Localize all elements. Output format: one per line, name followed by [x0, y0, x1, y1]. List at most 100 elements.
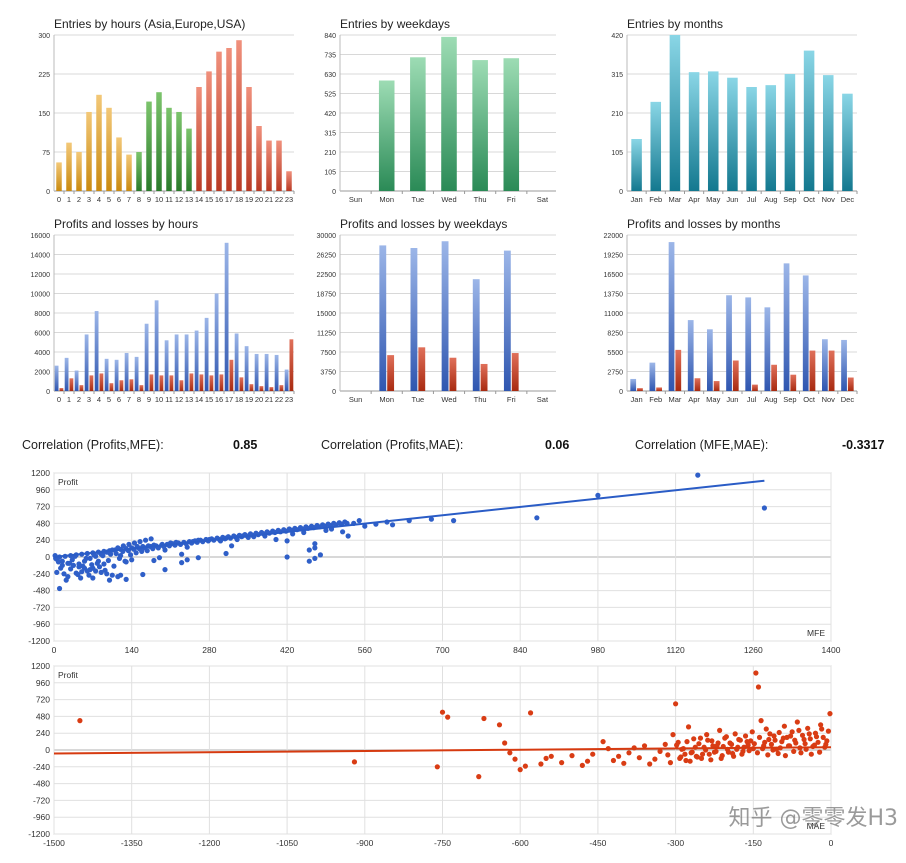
scatter-point — [362, 523, 368, 529]
x-tick-label: 7 — [127, 395, 131, 404]
scatter-point — [762, 739, 768, 745]
bar — [727, 77, 738, 191]
x-tick-label: Mon — [379, 195, 394, 204]
x-tick-label: 14 — [195, 195, 203, 204]
x-tick-label: 8 — [137, 195, 141, 204]
bar — [156, 92, 162, 191]
y-tick-label: 4000 — [34, 350, 50, 357]
scatter-point — [616, 753, 622, 759]
profit-bar — [472, 279, 480, 391]
x-tick-label: Mar — [668, 395, 681, 404]
y-tick-label: 0 — [619, 389, 623, 396]
y-tick-label: -1200 — [28, 636, 50, 646]
x-tick-label: Tue — [412, 195, 425, 204]
x-tick-label: Mar — [668, 195, 681, 204]
bar — [503, 58, 520, 191]
scatter-point — [59, 558, 65, 564]
scatter-point — [93, 568, 99, 574]
loss-bar — [480, 363, 488, 391]
y-tick-label: 10000 — [31, 292, 51, 299]
scatter-point — [673, 701, 679, 707]
x-tick-label: 16 — [215, 195, 223, 204]
x-tick-label: 980 — [591, 645, 605, 655]
scatter-point — [662, 741, 668, 747]
y-tick-label: 225 — [38, 72, 50, 79]
x-tick-label: 10 — [155, 195, 163, 204]
y-tick-label: 525 — [324, 92, 336, 99]
loss-bar — [732, 360, 739, 391]
scatter-point — [776, 729, 782, 736]
x-tick-label: 1 — [67, 395, 71, 404]
x-tick-label: Aug — [764, 195, 777, 204]
x-tick-label: 11 — [165, 395, 173, 404]
scatter-point — [775, 750, 781, 757]
y-tick-label: 0 — [45, 552, 50, 562]
scatter-point — [754, 750, 761, 756]
bar — [842, 93, 853, 191]
scatter-point — [694, 754, 700, 760]
scatter-point — [90, 575, 96, 581]
scatter-point — [507, 750, 513, 756]
scatter-point — [685, 724, 692, 730]
bar — [688, 72, 700, 191]
scatter-point — [129, 557, 135, 563]
y-tick-label: 150 — [38, 111, 50, 118]
profit-bar — [264, 353, 269, 391]
loss-bar — [179, 380, 184, 391]
profits-losses-by-months-chart: 0 2750 5500 8250 11000 13750 16500 19250 22000 Ja… — [604, 233, 858, 404]
y-tick-label: 315 — [324, 131, 336, 138]
x-tick-label: 140 — [125, 645, 139, 655]
y-tick-label: 420 — [611, 33, 623, 40]
profit-bar — [726, 295, 732, 391]
x-tick-label: 23 — [285, 395, 293, 404]
profit-bar — [410, 248, 418, 391]
scatter-point — [179, 560, 185, 566]
scatter-point — [522, 763, 528, 769]
profit-bar — [184, 334, 189, 391]
x-axis-label: MFE — [807, 628, 825, 638]
scatter-point — [89, 562, 95, 568]
profit-bar — [204, 317, 209, 391]
x-tick-label: Wed — [441, 395, 456, 404]
scatter-point — [768, 741, 775, 747]
scatter-point — [351, 759, 358, 765]
scatter-point — [647, 761, 653, 767]
loss-bar — [79, 385, 84, 391]
profit-bar — [224, 242, 229, 391]
scatter-point — [63, 577, 69, 583]
scatter-point — [697, 735, 704, 741]
scatter-point — [791, 748, 797, 754]
y-tick-label: 105 — [324, 170, 336, 177]
x-tick-label: -900 — [356, 838, 373, 848]
loss-bar — [694, 378, 701, 391]
x-tick-label: Feb — [649, 395, 662, 404]
x-tick-label: Fri — [507, 195, 516, 204]
y-tick-label: 11250 — [317, 331, 336, 338]
y-tick-label: 5500 — [607, 350, 623, 357]
scatter-point — [698, 755, 705, 761]
chart-title: Entries by hours (Asia,Europe,USA) — [54, 17, 246, 31]
x-tick-label: 21 — [265, 395, 273, 404]
x-tick-label: 13 — [185, 395, 193, 404]
scatter-point — [739, 751, 745, 757]
x-tick-label: Thu — [474, 395, 487, 404]
scatter-point — [744, 739, 750, 745]
y-tick-label: 22500 — [317, 272, 337, 279]
scatter-point — [306, 558, 312, 564]
y-tick-label: 7500 — [320, 350, 336, 357]
y-tick-label: 1200 — [31, 661, 50, 671]
chart-title: Profits and losses by weekdays — [340, 217, 508, 231]
scatter-point — [728, 741, 735, 747]
x-tick-label: 0 — [57, 395, 61, 404]
bar — [196, 87, 202, 191]
scatter-point — [742, 733, 749, 739]
scatter-point — [106, 577, 113, 583]
scatter-point — [756, 734, 763, 740]
profit-bar — [104, 358, 109, 391]
scatter-point — [87, 567, 93, 573]
y-axis-label: Profit — [58, 670, 78, 680]
scatter-point — [66, 560, 73, 566]
x-tick-label: 17 — [225, 195, 233, 204]
bar — [631, 139, 642, 191]
correlation-profits-mae-label: Correlation (Profits,MAE): — [321, 438, 464, 452]
